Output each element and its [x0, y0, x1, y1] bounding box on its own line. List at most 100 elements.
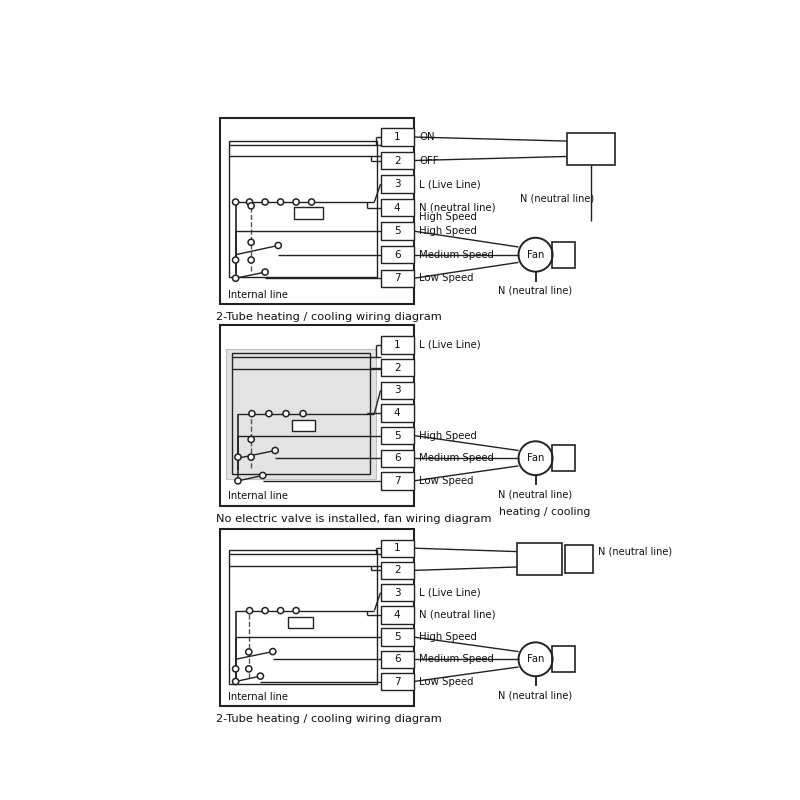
Circle shape	[260, 472, 266, 478]
FancyBboxPatch shape	[552, 445, 575, 471]
FancyBboxPatch shape	[552, 646, 575, 673]
Text: 7: 7	[394, 274, 401, 283]
Circle shape	[262, 269, 268, 275]
Text: 7: 7	[394, 476, 401, 486]
Circle shape	[233, 678, 238, 685]
Text: Sensor: Sensor	[294, 208, 323, 218]
FancyBboxPatch shape	[381, 336, 414, 354]
Text: Fan: Fan	[527, 250, 544, 260]
FancyBboxPatch shape	[552, 242, 575, 268]
FancyBboxPatch shape	[381, 427, 414, 444]
Text: valve: valve	[526, 560, 553, 570]
Circle shape	[270, 649, 276, 654]
Text: N (neutral line): N (neutral line)	[498, 286, 573, 296]
FancyBboxPatch shape	[381, 673, 414, 690]
FancyBboxPatch shape	[381, 199, 414, 216]
FancyBboxPatch shape	[220, 529, 414, 706]
FancyBboxPatch shape	[294, 206, 323, 219]
Text: Low Speed: Low Speed	[419, 677, 474, 686]
Text: 1: 1	[394, 340, 401, 350]
FancyBboxPatch shape	[381, 175, 414, 193]
FancyBboxPatch shape	[381, 472, 414, 490]
Circle shape	[258, 673, 263, 679]
Text: Medium Speed: Medium Speed	[419, 654, 494, 664]
Text: 2: 2	[394, 155, 401, 166]
Text: Low Speed: Low Speed	[419, 274, 474, 283]
FancyBboxPatch shape	[381, 382, 414, 399]
Circle shape	[248, 239, 254, 246]
Text: Medium Speed: Medium Speed	[419, 454, 494, 463]
Text: Internal line: Internal line	[228, 691, 288, 702]
Circle shape	[233, 199, 238, 205]
Circle shape	[235, 454, 241, 460]
FancyBboxPatch shape	[381, 222, 414, 240]
Text: 6: 6	[394, 454, 401, 463]
FancyBboxPatch shape	[381, 606, 414, 623]
Text: Medium Speed: Medium Speed	[419, 250, 494, 260]
Text: N (neutral line): N (neutral line)	[498, 690, 573, 701]
Circle shape	[249, 410, 255, 417]
Text: 2-Tube heating / cooling wiring diagram: 2-Tube heating / cooling wiring diagram	[216, 714, 442, 724]
Circle shape	[278, 607, 284, 614]
Text: 3: 3	[394, 179, 401, 189]
Circle shape	[248, 454, 254, 460]
FancyBboxPatch shape	[292, 420, 315, 430]
Text: Internal line: Internal line	[228, 491, 288, 502]
Text: heating / cooling: heating / cooling	[499, 507, 590, 517]
FancyBboxPatch shape	[565, 546, 593, 573]
Text: L (Live Line): L (Live Line)	[419, 179, 481, 189]
Text: 2: 2	[394, 362, 401, 373]
Circle shape	[235, 478, 241, 484]
Text: Low Speed: Low Speed	[419, 476, 474, 486]
FancyBboxPatch shape	[381, 450, 414, 467]
Text: 4: 4	[394, 202, 401, 213]
Circle shape	[283, 410, 289, 417]
FancyBboxPatch shape	[226, 349, 376, 478]
Circle shape	[309, 199, 314, 205]
Circle shape	[233, 666, 238, 672]
Text: N (neutral line): N (neutral line)	[419, 202, 496, 213]
FancyBboxPatch shape	[381, 584, 414, 602]
Circle shape	[278, 199, 284, 205]
Circle shape	[300, 410, 306, 417]
Text: 5: 5	[394, 430, 401, 441]
Circle shape	[266, 410, 272, 417]
Text: 6: 6	[394, 654, 401, 664]
Text: L (Live Line): L (Live Line)	[419, 340, 481, 350]
FancyBboxPatch shape	[381, 152, 414, 170]
FancyBboxPatch shape	[381, 629, 414, 646]
FancyBboxPatch shape	[220, 118, 414, 304]
Text: 2-Tube heating / cooling wiring diagram: 2-Tube heating / cooling wiring diagram	[216, 312, 442, 322]
Circle shape	[246, 607, 253, 614]
Circle shape	[272, 447, 278, 454]
Text: N (neutral line): N (neutral line)	[419, 610, 496, 620]
FancyBboxPatch shape	[381, 270, 414, 287]
Text: 1: 1	[394, 543, 401, 553]
Circle shape	[248, 436, 254, 442]
FancyBboxPatch shape	[381, 128, 414, 146]
Text: N (neutral line): N (neutral line)	[598, 546, 673, 557]
Text: OFF: OFF	[419, 155, 438, 166]
FancyBboxPatch shape	[288, 617, 313, 627]
Text: High Speed: High Speed	[419, 632, 477, 642]
Circle shape	[293, 607, 299, 614]
Circle shape	[233, 257, 238, 263]
Text: High Speed: High Speed	[419, 430, 477, 441]
Text: 6: 6	[394, 250, 401, 260]
FancyBboxPatch shape	[220, 326, 414, 506]
FancyBboxPatch shape	[381, 246, 414, 263]
Text: Fan: Fan	[527, 654, 544, 664]
Text: valve: valve	[578, 149, 604, 159]
FancyBboxPatch shape	[381, 650, 414, 668]
Text: 4: 4	[394, 408, 401, 418]
Text: No electric valve is installed, fan wiring diagram: No electric valve is installed, fan wiri…	[216, 514, 492, 524]
Text: 3: 3	[394, 588, 401, 598]
Text: 5: 5	[394, 632, 401, 642]
Circle shape	[275, 242, 282, 249]
Circle shape	[262, 607, 268, 614]
Circle shape	[248, 257, 254, 263]
Text: ON: ON	[419, 132, 435, 142]
Text: Fan: Fan	[527, 454, 544, 463]
Text: 7: 7	[394, 677, 401, 686]
FancyBboxPatch shape	[566, 133, 614, 165]
